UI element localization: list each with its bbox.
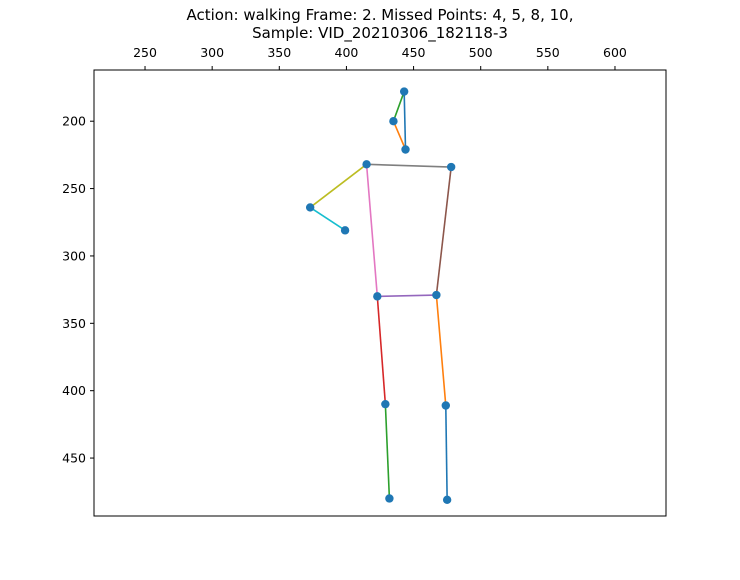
y-axis-ticks: 200 250 300 350 400 450 xyxy=(62,114,94,466)
x-tick-label-450: 450 xyxy=(402,45,426,60)
keypoint-12 xyxy=(442,495,452,505)
x-axis-ticks: 250 300 350 400 450 500 550 600 xyxy=(133,45,627,70)
skeleton-segment-10 xyxy=(435,294,447,406)
x-tick-label-250: 250 xyxy=(133,45,157,60)
skeleton-segment-5 xyxy=(309,206,346,232)
chart-title-line1: Action: walking Frame: 2. Missed Points:… xyxy=(187,6,574,24)
x-tick-label-600: 600 xyxy=(603,45,627,60)
keypoint-8 xyxy=(432,290,441,300)
skeleton-segment-2 xyxy=(392,120,407,150)
y-tick-label-200: 200 xyxy=(62,114,86,129)
skeleton-segment-9 xyxy=(376,296,387,405)
skeleton-segment-7 xyxy=(365,164,379,297)
y-tick-label-400: 400 xyxy=(62,383,86,398)
keypoint-6 xyxy=(340,226,350,235)
skeleton-segments xyxy=(309,91,452,500)
keypoint-5 xyxy=(305,203,315,212)
keypoint-11 xyxy=(385,494,394,503)
skeleton-segment-0 xyxy=(403,91,407,150)
keypoint-9 xyxy=(381,399,390,409)
keypoint-7 xyxy=(373,292,382,301)
x-tick-label-550: 550 xyxy=(536,45,560,60)
y-tick-label-350: 350 xyxy=(62,316,86,331)
x-tick-label-350: 350 xyxy=(267,45,291,60)
skeleton-segment-6 xyxy=(435,166,452,296)
keypoint-1 xyxy=(389,117,398,126)
plot-area-frame xyxy=(93,69,667,517)
keypoint-10 xyxy=(441,401,450,410)
skeleton-segment-1 xyxy=(392,91,405,122)
skeleton-segment-11 xyxy=(384,404,391,499)
x-tick-label-500: 500 xyxy=(469,45,493,60)
keypoint-3 xyxy=(362,160,371,169)
skeleton-segment-4 xyxy=(309,163,368,209)
skeleton-segment-3 xyxy=(366,163,452,168)
y-tick-label-300: 300 xyxy=(62,248,86,263)
x-tick-label-400: 400 xyxy=(335,45,359,60)
y-tick-label-250: 250 xyxy=(62,181,86,196)
keypoint-4 xyxy=(446,162,456,172)
keypoint-0 xyxy=(399,87,409,96)
skeleton-segment-12 xyxy=(444,405,448,500)
skeleton-segment-8 xyxy=(377,294,437,298)
skeleton-points xyxy=(305,87,456,505)
x-tick-label-300: 300 xyxy=(200,45,224,60)
y-tick-label-450: 450 xyxy=(62,451,86,466)
chart-title-line2: Sample: VID_20210306_182118-3 xyxy=(252,24,508,43)
keypoint-2 xyxy=(401,145,410,154)
